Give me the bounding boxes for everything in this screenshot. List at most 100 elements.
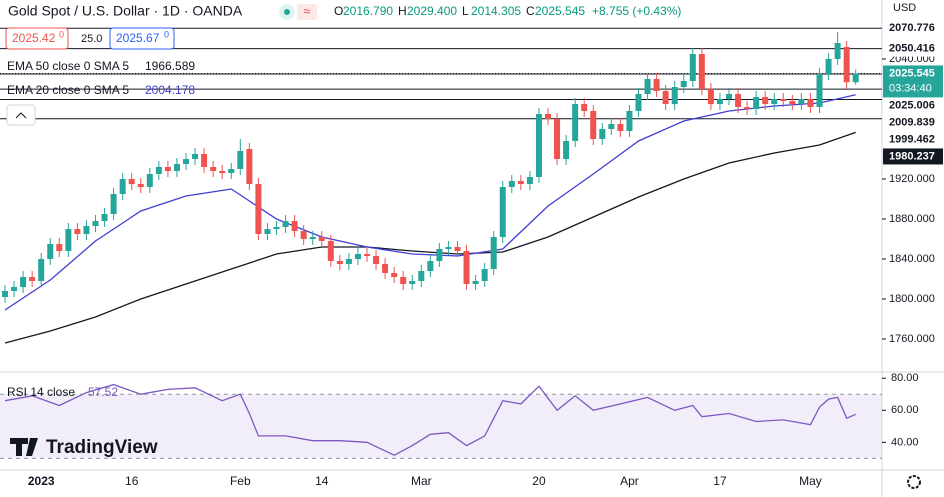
candle-body — [807, 99, 814, 107]
y-tick-label: 1760.000 — [889, 333, 935, 345]
rsi-tick-label: 80.00 — [891, 372, 919, 384]
x-tick-label: Apr — [620, 474, 639, 488]
ohlc-key: H — [398, 4, 407, 18]
level-box — [883, 20, 943, 37]
candle-body — [599, 129, 606, 139]
candle-body — [726, 94, 732, 99]
candle-body — [454, 247, 461, 251]
candle-body — [644, 79, 651, 94]
candle-body — [798, 99, 805, 104]
candle-body — [137, 184, 144, 187]
candle-body — [771, 99, 778, 104]
candle-body — [744, 107, 751, 109]
candle-body — [572, 104, 579, 141]
rsi-legend: RSI 14 close — [7, 385, 75, 399]
candle-body — [345, 259, 352, 264]
rsi-line — [4, 383, 856, 456]
x-tick-label: 16 — [125, 474, 139, 488]
x-tick-label: Mar — [411, 474, 432, 488]
candle-body — [228, 169, 235, 173]
candle-body — [789, 101, 796, 104]
x-tick-label: 20 — [532, 474, 546, 488]
level-label: 2025.006 — [889, 99, 935, 111]
ohlc-value: 2029.400 — [407, 4, 457, 18]
ema20-legend: EMA 20 close 0 SMA 5 — [7, 83, 129, 97]
ohlc-value: 2025.545 — [535, 4, 585, 18]
candle-body — [698, 54, 705, 89]
ema50-legend: EMA 50 close 0 SMA 5 — [7, 59, 129, 73]
candle-body — [707, 89, 714, 104]
x-tick-label: May — [799, 474, 822, 488]
collapse-button[interactable] — [6, 104, 36, 126]
logo-text: TradingView — [46, 437, 158, 458]
candle-body — [671, 87, 678, 104]
candle-body — [472, 281, 479, 284]
settings-icon[interactable] — [907, 475, 921, 489]
level-label: 1999.462 — [889, 133, 935, 145]
candle-body — [427, 261, 434, 271]
level-label: 2070.776 — [889, 22, 935, 34]
level-box — [883, 40, 943, 57]
level-box — [883, 148, 943, 165]
ema20-value: 2004.178 — [145, 83, 195, 97]
ask: 2025.67 — [116, 31, 160, 45]
candle-body — [382, 264, 389, 273]
candle-body — [373, 256, 380, 264]
x-tick-label: 17 — [713, 474, 727, 488]
y-tick-label: 1800.000 — [889, 293, 935, 305]
ohlc-value: 2014.305 — [471, 4, 521, 18]
y-tick-label: 1880.000 — [889, 213, 935, 225]
candle-body — [581, 104, 588, 111]
candle-body — [825, 59, 832, 74]
candle-body — [517, 181, 524, 184]
candle-body — [653, 79, 660, 91]
candle-body — [508, 181, 515, 187]
candle-body — [183, 159, 189, 164]
ohlc-key: L — [462, 4, 469, 18]
candle-body — [56, 244, 63, 251]
candle-body — [110, 194, 117, 214]
candle-body — [92, 221, 99, 226]
ask-box[interactable] — [109, 27, 175, 50]
level-label: 1980.237 — [889, 150, 935, 162]
candle-body — [762, 97, 769, 104]
candle-body — [662, 91, 669, 104]
y-tick-label: 1920.000 — [889, 173, 935, 185]
candle-body — [38, 259, 45, 281]
y-tick-label: 1840.000 — [889, 253, 935, 265]
last-price-box — [883, 65, 943, 98]
candle-body — [264, 229, 271, 234]
symbol-title: Gold Spot / U.S. Dollar · 1D · OANDA — [8, 3, 243, 19]
logo-icon — [10, 438, 38, 456]
currency: USD — [893, 2, 916, 14]
bid: 2025.42 — [12, 31, 56, 45]
bid-sup: 0 — [59, 29, 64, 39]
candle-body — [128, 179, 135, 184]
candle-body — [635, 94, 642, 111]
level-box — [883, 131, 943, 148]
level-label: 2009.839 — [889, 116, 935, 128]
candle-body — [300, 231, 307, 239]
candle-body — [852, 73, 859, 83]
candle-body — [219, 171, 226, 173]
ask-sup: 0 — [164, 29, 169, 39]
candle-body — [65, 229, 72, 251]
candle-body — [364, 254, 370, 256]
candle-body — [291, 221, 298, 231]
candle-body — [173, 164, 180, 171]
level-box — [883, 114, 943, 131]
candle-body — [255, 184, 262, 234]
candle-body — [74, 229, 81, 234]
candle-body — [626, 111, 633, 131]
candle-body — [201, 154, 208, 167]
candle-body — [608, 124, 615, 129]
bid-box[interactable] — [5, 27, 69, 50]
x-tick-label: 2023 — [28, 474, 55, 488]
candle-body — [780, 99, 787, 101]
candle-body — [83, 226, 90, 234]
candle-body — [418, 271, 425, 281]
candle-body — [716, 99, 723, 104]
candle-body — [47, 244, 54, 259]
countdown: 03:34:40 — [889, 82, 932, 94]
